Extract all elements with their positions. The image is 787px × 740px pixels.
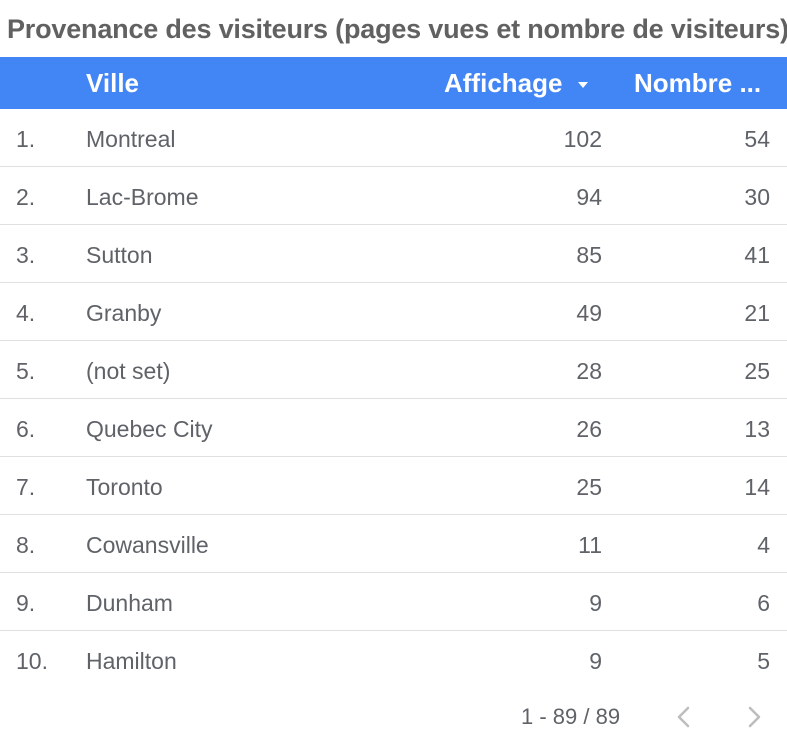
nombre-cell: 14 xyxy=(744,474,770,500)
table-row[interactable]: 2. Lac-Brome 94 30 xyxy=(0,167,787,225)
pagination-range: 1 - 89 / 89 xyxy=(521,704,621,729)
table-row[interactable]: 8. Cowansville 11 4 xyxy=(0,515,787,573)
affichage-cell: 94 xyxy=(576,184,602,210)
table-row[interactable]: 4. Granby 49 21 xyxy=(0,283,787,341)
city-cell: Cowansville xyxy=(86,532,209,558)
table-row[interactable]: 6. Quebec City 26 13 xyxy=(0,399,787,457)
column-header-affichage-label: Affichage xyxy=(444,68,563,98)
table-row[interactable]: 9. Dunham 9 6 xyxy=(0,573,787,631)
row-index: 5. xyxy=(16,358,36,384)
city-cell: Montreal xyxy=(86,126,176,152)
affichage-cell: 25 xyxy=(576,474,602,500)
sort-descending-icon xyxy=(578,81,589,88)
affichage-cell: 9 xyxy=(589,590,602,616)
row-index: 7. xyxy=(16,474,36,500)
row-index: 6. xyxy=(16,416,36,442)
affichage-cell: 28 xyxy=(576,358,602,384)
row-index: 2. xyxy=(16,184,36,210)
row-index: 10. xyxy=(16,648,48,674)
table-title: Provenance des visiteurs (pages vues et … xyxy=(7,14,787,44)
table-header: Ville Affichage Nombre ... xyxy=(0,57,787,109)
table-row[interactable]: 5. (not set) 28 25 xyxy=(0,341,787,399)
column-header-ville[interactable]: Ville xyxy=(86,68,140,98)
nombre-cell: 30 xyxy=(744,184,770,210)
nombre-cell: 21 xyxy=(744,300,770,326)
chevron-left-icon[interactable] xyxy=(670,703,698,731)
row-index: 1. xyxy=(16,126,36,152)
table-row[interactable]: 10. Hamilton 9 5 xyxy=(0,631,787,688)
column-header-affichage[interactable]: Affichage xyxy=(444,68,589,99)
chevron-right-icon[interactable] xyxy=(740,703,768,731)
city-cell: Toronto xyxy=(86,474,163,500)
affichage-cell: 9 xyxy=(589,648,602,674)
affichage-cell: 102 xyxy=(563,126,602,152)
city-cell: Granby xyxy=(86,300,162,326)
nombre-cell: 6 xyxy=(757,590,770,616)
affichage-cell: 11 xyxy=(578,532,602,558)
row-index: 3. xyxy=(16,242,36,268)
table-row[interactable]: 3. Sutton 85 41 xyxy=(0,225,787,283)
affichage-cell: 49 xyxy=(576,300,602,326)
affichage-cell: 85 xyxy=(576,242,602,268)
pagination: 1 - 89 / 89 xyxy=(0,701,787,733)
table-row[interactable]: 1. Montreal 102 54 xyxy=(0,109,787,167)
nombre-cell: 41 xyxy=(744,242,770,268)
table-row[interactable]: 7. Toronto 25 14 xyxy=(0,457,787,515)
affichage-cell: 26 xyxy=(576,416,602,442)
city-cell: (not set) xyxy=(86,358,171,384)
table-body: 1. Montreal 102 54 2. Lac-Brome 94 30 3. Sutton 85… xyxy=(0,109,787,688)
row-index: 9. xyxy=(16,590,36,616)
nombre-cell: 25 xyxy=(744,358,770,384)
row-index: 4. xyxy=(16,300,36,326)
nombre-cell: 4 xyxy=(757,532,770,558)
nombre-cell: 54 xyxy=(744,126,770,152)
row-index: 8. xyxy=(16,532,36,558)
city-cell: Dunham xyxy=(86,590,173,616)
city-cell: Lac-Brome xyxy=(86,184,199,210)
city-cell: Hamilton xyxy=(86,648,177,674)
city-cell: Quebec City xyxy=(86,416,213,442)
nombre-cell: 5 xyxy=(757,648,770,674)
column-header-nombre[interactable]: Nombre ... xyxy=(634,68,762,98)
nombre-cell: 13 xyxy=(744,416,770,442)
city-cell: Sutton xyxy=(86,242,153,268)
